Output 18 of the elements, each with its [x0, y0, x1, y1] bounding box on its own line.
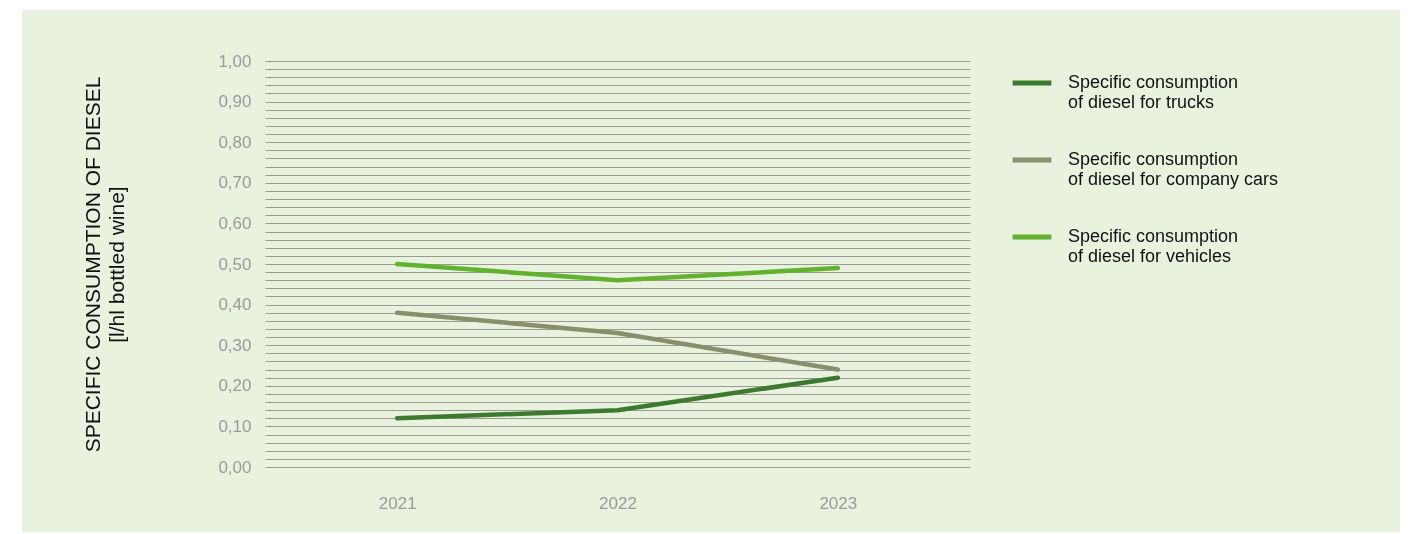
y-tick-label: 0,70	[218, 173, 252, 193]
legend-label: Specific consumption of diesel for trucks	[1068, 72, 1239, 112]
y-tick-label: 0,50	[218, 254, 252, 274]
x-tick-label: 2021	[378, 493, 417, 513]
y-tick-label: 0,20	[218, 376, 252, 396]
y-tick-label: 0,40	[218, 295, 252, 315]
x-tick-label: 2023	[819, 493, 858, 513]
y-tick-label: 0,00	[218, 457, 252, 477]
y-tick-label: 0,90	[218, 92, 252, 112]
legend-label: Specific consumption of diesel for company cars	[1068, 149, 1279, 189]
legend-label: Specific consumption of diesel for vehicles	[1068, 226, 1239, 266]
y-axis-title: SPECIFIC CONSUMPTION OF DIESEL [l/hl bottled wine]	[81, 76, 129, 453]
y-tick-label: 1,00	[218, 51, 252, 71]
y-tick-label: 0,80	[218, 132, 252, 152]
y-tick-label: 0,60	[218, 213, 252, 233]
y-tick-label: 0,10	[218, 416, 252, 436]
x-tick-label: 2022	[599, 493, 637, 513]
y-tick-label: 0,30	[218, 335, 252, 355]
